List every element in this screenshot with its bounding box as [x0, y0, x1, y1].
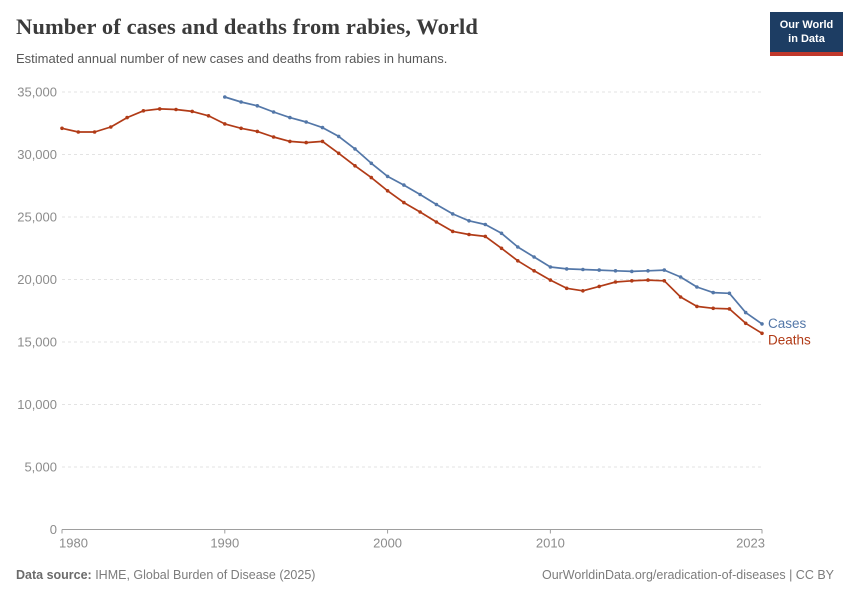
svg-text:15,000: 15,000 — [17, 335, 57, 350]
series-cases[interactable] — [223, 95, 764, 326]
y-axis-labels: 0 5,000 10,000 15,000 20,000 25,000 30,000 35,0… — [17, 85, 57, 538]
y-gridlines — [62, 91, 762, 468]
svg-text:2000: 2000 — [373, 536, 402, 551]
cases-series-label[interactable]: Cases — [768, 316, 807, 331]
page-title: Number of cases and deaths from rabies, … — [16, 14, 479, 39]
data-source: Data source: IHME, Global Burden of Dise… — [16, 568, 315, 582]
series-deaths[interactable] — [60, 107, 764, 336]
data-source-text: IHME, Global Burden of Disease (2025) — [91, 568, 316, 582]
page-subtitle: Estimated annual number of new cases and… — [16, 51, 448, 66]
svg-text:10,000: 10,000 — [17, 397, 57, 412]
attribution-link[interactable]: OurWorldinData.org/eradication-of-diseas… — [541, 568, 834, 582]
x-axis: 1980 1990 2000 2010 2023 — [59, 529, 765, 551]
data-source-label: Data source: — [16, 568, 92, 582]
svg-text:2010: 2010 — [536, 536, 565, 551]
svg-text:5,000: 5,000 — [24, 460, 57, 475]
svg-text:1990: 1990 — [210, 536, 239, 551]
svg-text:1980: 1980 — [59, 536, 88, 551]
svg-text:0: 0 — [50, 522, 57, 537]
owid-logo-line2: in Data — [788, 33, 825, 46]
svg-text:25,000: 25,000 — [17, 210, 57, 225]
svg-text:20,000: 20,000 — [17, 272, 57, 287]
svg-text:35,000: 35,000 — [17, 85, 57, 100]
svg-text:30,000: 30,000 — [17, 147, 57, 162]
deaths-series-label[interactable]: Deaths — [768, 332, 811, 347]
svg-text:2023: 2023 — [736, 536, 765, 551]
owid-logo-line1: Our World — [779, 19, 834, 31]
owid-logo: Our World in Data — [770, 12, 843, 56]
